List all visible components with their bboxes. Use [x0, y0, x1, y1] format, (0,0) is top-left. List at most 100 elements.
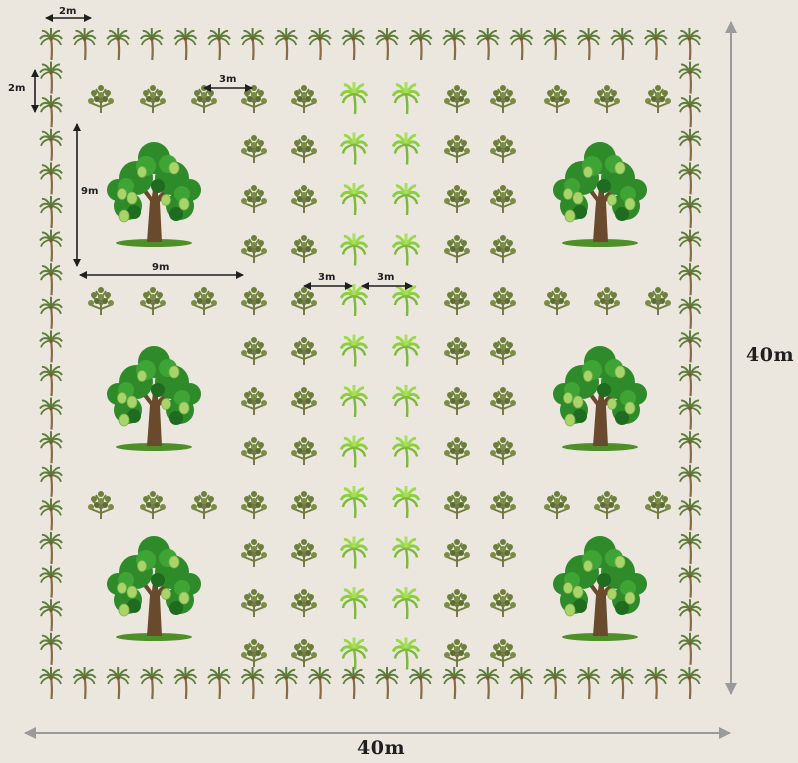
border-palm-icon — [106, 26, 131, 62]
shrub-icon — [240, 336, 268, 366]
shrub-icon — [87, 286, 115, 316]
green-palm-icon — [391, 181, 421, 217]
border-palm-icon — [677, 497, 703, 532]
border-palm-icon — [610, 665, 635, 701]
shrub-icon — [290, 336, 318, 366]
shrub-icon — [290, 134, 318, 164]
shrub-icon — [290, 386, 318, 416]
border-palm-icon — [677, 295, 703, 330]
shrub-icon — [190, 286, 218, 316]
shrub-icon — [443, 386, 471, 416]
green-palm-icon — [391, 232, 421, 267]
label-tree-block-height: 9m — [81, 186, 99, 197]
shrub-icon — [443, 638, 471, 668]
border-palm-icon — [677, 94, 703, 129]
green-palm-icon — [391, 131, 421, 166]
label-palm-spacing-right: 3m — [377, 272, 395, 283]
shrub-icon — [240, 490, 268, 520]
shrub-icon — [290, 538, 318, 568]
shrub-icon — [443, 184, 471, 214]
border-palm-icon — [106, 665, 131, 701]
shrub-icon — [489, 184, 517, 214]
border-palm-icon — [677, 396, 703, 431]
border-palm-icon — [408, 26, 433, 62]
shrub-icon — [489, 588, 517, 618]
shrub-icon — [290, 234, 318, 264]
shrub-icon — [489, 386, 517, 416]
shrub-icon — [443, 134, 471, 164]
shrub-icon — [240, 588, 268, 618]
border-palm-icon — [38, 463, 64, 498]
shrub-icon — [139, 490, 167, 520]
label-total-width: 40m — [357, 737, 406, 759]
border-palm-icon — [307, 26, 332, 62]
border-palm-icon — [307, 665, 332, 701]
border-palm-icon — [206, 665, 232, 701]
border-palm-icon — [442, 26, 467, 62]
shrub-icon — [240, 286, 268, 316]
border-palm-icon — [38, 161, 64, 196]
green-palm-icon — [391, 383, 421, 419]
border-palm-icon — [677, 194, 703, 230]
green-palm-icon — [339, 636, 369, 671]
green-palm-icon — [339, 181, 369, 217]
shrub-icon — [489, 638, 517, 668]
border-palm-icon — [677, 26, 702, 62]
border-palm-icon — [341, 26, 366, 62]
label-tree-block-width: 9m — [152, 262, 170, 273]
shrub-icon — [644, 286, 672, 316]
border-palm-icon — [677, 262, 703, 297]
border-palm-icon — [38, 127, 64, 162]
shrub-icon — [240, 234, 268, 264]
green-palm-icon — [391, 80, 421, 116]
border-palm-icon — [173, 665, 198, 701]
fruit-tree-icon — [106, 141, 202, 248]
border-palm-icon — [475, 26, 500, 62]
border-palm-icon — [643, 26, 668, 62]
border-palm-icon — [677, 161, 703, 196]
green-palm-icon — [391, 333, 421, 368]
shrub-icon — [489, 134, 517, 164]
label-border-spacing-horizontal: 2m — [59, 6, 77, 17]
border-palm-icon — [240, 26, 265, 62]
shrub-icon — [489, 234, 517, 264]
shrub-icon — [443, 436, 471, 466]
shrub-icon — [290, 184, 318, 214]
shrub-icon — [240, 638, 268, 668]
shrub-icon — [593, 490, 621, 520]
shrub-icon — [190, 490, 218, 520]
shrub-icon — [489, 490, 517, 520]
shrub-icon — [593, 84, 621, 114]
shrub-icon — [489, 538, 517, 568]
fruit-tree-icon — [552, 535, 648, 642]
fruit-tree-icon — [552, 345, 648, 452]
border-palm-icon — [38, 564, 64, 599]
border-palm-icon — [542, 26, 568, 62]
border-palm-icon — [677, 463, 703, 498]
border-palm-icon — [643, 665, 668, 701]
green-palm-group — [339, 80, 421, 671]
border-palm-icon — [240, 665, 265, 701]
green-palm-icon — [339, 232, 369, 267]
fruit-tree-icon — [106, 535, 202, 642]
shrub-icon — [290, 84, 318, 114]
border-palm-icon — [38, 362, 64, 398]
shrub-icon — [593, 286, 621, 316]
green-palm-icon — [339, 484, 369, 520]
border-palm-icon — [38, 396, 64, 431]
border-palm-icon — [38, 665, 64, 701]
border-palm-icon — [38, 94, 64, 129]
border-palm-icon — [173, 26, 198, 62]
border-palm-icon — [38, 530, 64, 566]
shrub-icon — [290, 286, 318, 316]
shrub-icon — [139, 84, 167, 114]
shrub-icon — [240, 386, 268, 416]
green-palm-icon — [339, 80, 369, 116]
border-palm-icon — [274, 26, 299, 62]
shrub-icon — [87, 84, 115, 114]
border-palm-icon — [610, 26, 635, 62]
shrub-icon — [644, 490, 672, 520]
shrub-icon — [443, 234, 471, 264]
